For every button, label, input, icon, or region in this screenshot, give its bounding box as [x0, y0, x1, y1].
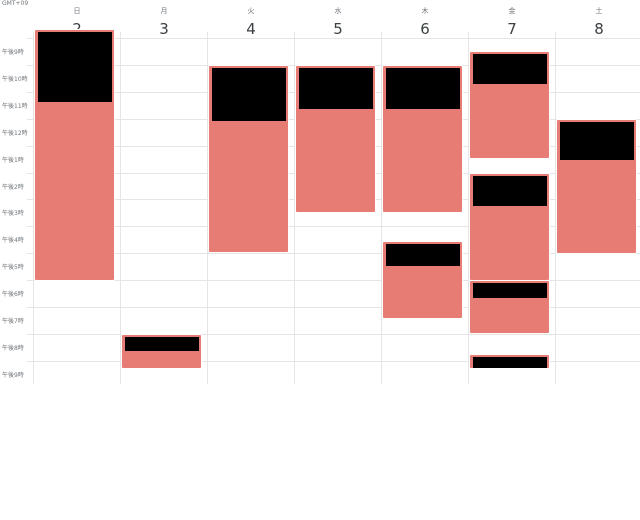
hour-label: 午後1時 — [2, 157, 24, 164]
day-weekday-label: 月 — [160, 7, 168, 15]
hour-label: 午後10時 — [2, 76, 28, 83]
calendar-event[interactable] — [295, 65, 376, 213]
day-date-number[interactable]: 4 — [246, 20, 256, 38]
day-column-divider — [120, 32, 121, 384]
day-weekday-label: 水 — [334, 7, 342, 15]
event-title-redacted — [386, 68, 460, 109]
hour-gridline — [27, 361, 640, 362]
event-title-redacted — [473, 283, 547, 298]
calendar-event[interactable] — [34, 29, 115, 281]
event-title-redacted — [299, 68, 373, 109]
hour-label: 午後9時 — [2, 372, 24, 379]
hour-gridline — [27, 280, 640, 281]
calendar-event[interactable] — [121, 334, 202, 369]
calendar-event[interactable] — [382, 65, 463, 213]
hour-gridline — [27, 334, 640, 335]
hour-label: 午後8時 — [2, 345, 24, 352]
day-date-number[interactable]: 5 — [333, 20, 343, 38]
event-title-redacted — [560, 122, 634, 160]
hour-label: 午後3時 — [2, 210, 24, 217]
event-title-redacted — [125, 337, 199, 351]
day-weekday-label: 火 — [247, 7, 255, 15]
calendar-event[interactable] — [469, 354, 550, 369]
day-date-number[interactable]: 6 — [420, 20, 430, 38]
event-title-redacted — [473, 176, 547, 206]
calendar-event[interactable] — [382, 241, 463, 319]
calendar-week-view: GMT+09 日2月3火4水5木6金7土8 午後9時午後10時午後11時午後12… — [2, 0, 640, 384]
hour-label: 午後6時 — [2, 291, 24, 298]
calendar-event[interactable] — [556, 119, 637, 254]
event-title-redacted — [212, 68, 286, 121]
day-column-divider — [207, 32, 208, 384]
day-column-divider — [33, 32, 34, 384]
day-date-number[interactable]: 7 — [507, 20, 517, 38]
event-title-redacted — [386, 244, 460, 266]
calendar-event[interactable] — [469, 51, 550, 159]
day-column-divider — [468, 32, 469, 384]
calendar-event[interactable] — [469, 280, 550, 334]
event-title-redacted — [38, 32, 112, 102]
day-weekday-label: 土 — [595, 7, 603, 15]
hour-label: 午後11時 — [2, 103, 28, 110]
day-column-divider — [294, 32, 295, 384]
day-date-number[interactable]: 3 — [159, 20, 169, 38]
hour-gridline — [27, 38, 640, 39]
calendar-event[interactable] — [469, 173, 550, 281]
event-title-redacted — [473, 54, 547, 84]
hour-label: 午後2時 — [2, 184, 24, 191]
hour-gridline — [27, 226, 640, 227]
calendar-event[interactable] — [208, 65, 289, 253]
hour-label: 午後12時 — [2, 130, 28, 137]
event-title-redacted — [473, 357, 547, 368]
hour-gridline — [27, 307, 640, 308]
hour-gridline — [27, 253, 640, 254]
day-date-number[interactable]: 8 — [594, 20, 604, 38]
day-weekday-label: 金 — [508, 7, 516, 15]
hour-label: 午後5時 — [2, 264, 24, 271]
hour-label: 午後4時 — [2, 237, 24, 244]
hour-label: 午後7時 — [2, 318, 24, 325]
day-weekday-label: 日 — [73, 7, 81, 15]
day-column-divider — [555, 32, 556, 384]
day-weekday-label: 木 — [421, 7, 429, 15]
hour-label: 午後9時 — [2, 49, 24, 56]
timezone-label: GMT+09 — [2, 0, 29, 7]
day-column-divider — [381, 32, 382, 384]
